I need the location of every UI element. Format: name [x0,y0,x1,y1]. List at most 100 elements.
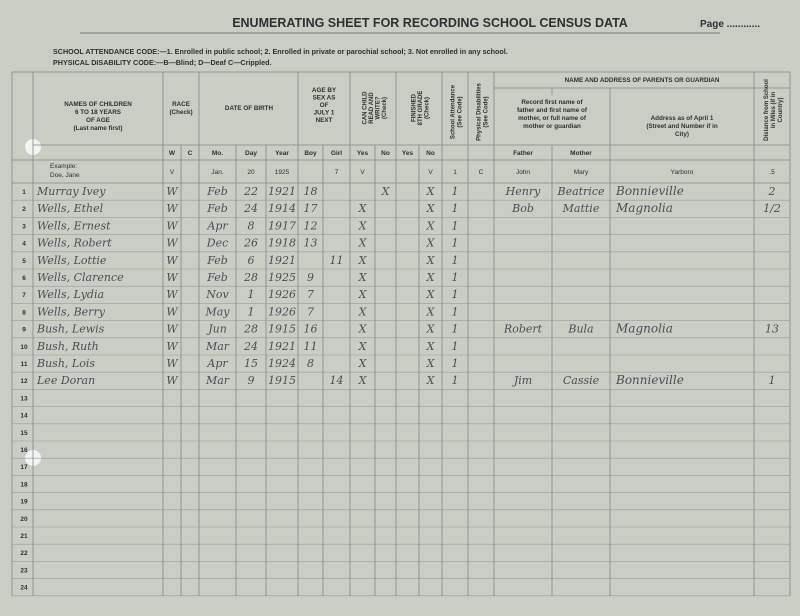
entry-cell: Feb [206,271,228,284]
example-cell: 1925 [275,169,290,176]
entry-cell: 1 [452,323,459,336]
entry-cell: X [426,323,436,336]
entry-cell: X [426,305,436,318]
entry-cell: W [166,271,179,284]
child-name: Wells, Clarence [37,271,124,284]
entry-cell: 1921 [268,340,296,353]
entry-cell: X [426,254,436,267]
entry-cell: 2 [768,185,776,198]
entry-cell: 28 [243,323,258,336]
entry-cell: X [358,254,368,267]
column-subheading: Mother [570,150,592,157]
entry-cell: Feb [206,202,228,215]
column-heading: father and first name of [517,107,588,114]
sheet-title: ENUMERATING SHEET FOR RECORDING SCHOOL C… [232,16,628,30]
column-subheading: Year [275,150,289,157]
row-number: 22 [20,550,28,557]
column-subheading: Father [513,150,533,157]
example-cell: 1 [453,169,457,176]
row-number: 17 [20,464,28,471]
entry-cell: 18 [304,185,318,198]
column-heading: Address as of April 1 [651,115,714,122]
entry-cell: 1925 [268,271,296,284]
column-heading: FINISHED [412,93,418,122]
row-number: 18 [20,481,28,488]
entry-cell: W [166,219,179,232]
entry-cell: X [426,374,436,387]
entry-cell: 17 [304,202,318,215]
entry-cell: Jim [512,374,532,387]
child-name: Wells, Berry [37,305,106,318]
entry-cell: 7 [307,288,314,301]
entry-cell: Cassie [563,374,600,387]
column-heading: (Last name first) [74,125,123,132]
column-heading: JULY 1 [314,110,335,117]
column-heading: OF AGE [86,117,110,124]
entry-cell: 13 [765,323,779,336]
entry-cell: 1 [452,288,459,301]
column-subheading: Yes [357,150,369,157]
column-subheading: No [426,150,435,157]
column-subheading: Day [245,150,257,157]
address-cell: Magnolia [615,322,673,336]
entry-cell: W [166,374,179,387]
entry-cell: Mar [205,340,230,353]
entry-cell: 28 [243,271,258,284]
entry-cell: W [166,254,179,267]
column-heading: (See Code) [484,96,490,127]
entry-cell: 8 [307,357,314,370]
entry-cell: 1 [452,254,459,267]
entry-cell: X [426,271,436,284]
example-cell: John [516,169,530,176]
entry-cell: Dec [206,237,229,250]
example-cell: V [360,169,365,176]
entry-cell: 1 [452,271,459,284]
column-heading: RACE [172,101,190,108]
entry-cell: 11 [330,254,344,267]
column-heading: NAMES OF CHILDREN [64,101,132,108]
example-cell: V [170,169,175,176]
entry-cell: X [426,237,436,250]
column-heading: 8TH GRADE [418,91,424,126]
column-heading: NEXT [316,117,333,124]
entry-cell: X [358,288,368,301]
entry-cell: X [358,271,368,284]
entry-cell: Robert [503,323,543,336]
column-heading: School Attendance [451,84,457,139]
column-heading: OF [320,102,329,109]
entry-cell: Apr [206,219,228,232]
column-heading: Country) [778,98,784,123]
entry-cell: 1926 [268,305,296,318]
entry-cell: Feb [206,185,228,198]
child-name: Bush, Lois [36,357,95,370]
column-heading: (Check) [425,97,431,119]
example-cell: Jan. [211,169,223,176]
disability-code: PHYSICAL DISABILITY CODE:—B—Blind; D—Dea… [53,58,272,67]
entry-cell: X [426,185,436,198]
entry-cell: 1 [452,219,459,232]
entry-cell: 1918 [268,237,296,250]
entry-cell: Mattie [562,202,600,215]
column-heading: (Check) [169,109,192,116]
example-cell: .5 [769,169,775,176]
row-number: 24 [20,585,28,592]
entry-cell: 1915 [268,323,296,336]
row-number: 2 [22,206,26,213]
entry-cell: X [358,340,368,353]
entry-cell: Bula [567,323,593,336]
child-name: Wells, Lottie [37,254,107,267]
entry-cell: 6 [248,254,255,267]
column-subheading: No [381,150,390,157]
entry-cell: 15 [244,357,258,370]
entry-cell: 1 [452,340,459,353]
row-number: 7 [22,292,26,299]
entry-cell: X [358,305,368,318]
child-name: Bush, Lewis [36,323,105,336]
row-number: 3 [22,223,26,230]
entry-cell: Henry [505,185,541,198]
column-subheading: W [169,150,176,157]
column-heading: mother, or full name of [518,115,587,122]
column-heading: READ AND [369,92,375,124]
